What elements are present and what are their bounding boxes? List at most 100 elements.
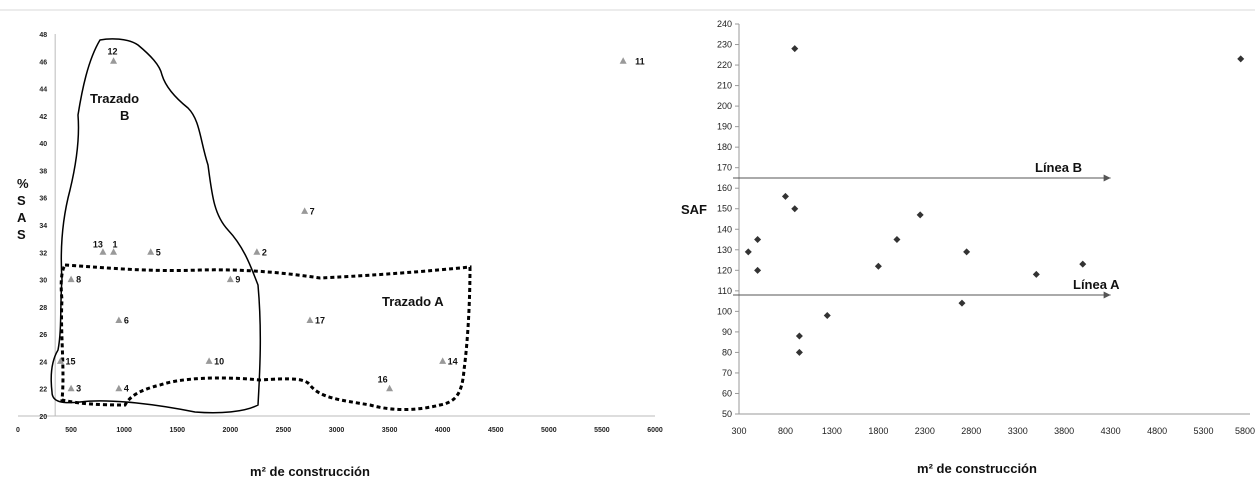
c2-point-marker — [795, 332, 803, 340]
c2-point-marker — [916, 211, 924, 219]
c2-point-marker — [791, 45, 799, 53]
c1-point-label: 1 — [113, 239, 118, 249]
c1-point-label: 11 — [635, 56, 645, 66]
c2-point-marker — [754, 236, 762, 244]
c1-y-tick-label: 34 — [39, 223, 47, 230]
c1-point-label: 3 — [76, 384, 81, 394]
c1-point-marker — [147, 248, 155, 255]
c2-y-tick-label: 50 — [722, 409, 732, 419]
c1-point-marker — [253, 248, 261, 255]
chart-left: 0 500 1000 1500 2000 2500 3000 3500 4000 4500 5000… — [16, 32, 663, 479]
c2-point-marker — [754, 266, 762, 274]
c1-point-label: 10 — [214, 356, 224, 366]
c1-point-marker — [67, 275, 75, 283]
c1-point-label: 8 — [76, 275, 81, 285]
c2-point-marker — [958, 299, 966, 307]
c2-point-marker — [963, 248, 971, 256]
c1-x-tick-label: 500 — [65, 427, 77, 434]
c2-point-marker — [795, 348, 803, 356]
c1-y-tick-label: 32 — [39, 250, 47, 257]
c2-reference-arrowhead — [1103, 291, 1111, 299]
c1-point-marker — [439, 357, 447, 364]
c1-y-tick-label: 46 — [39, 59, 47, 66]
c2-points — [744, 45, 1245, 356]
c2-y-tick-label: 80 — [722, 347, 732, 357]
c1-y-tick-label: 42 — [39, 114, 47, 121]
c1-y-tick-label: 26 — [39, 332, 47, 339]
c2-xlabel: m² de construcción — [917, 461, 1037, 476]
c2-point-marker — [893, 236, 901, 244]
c2-x-tick-label: 3800 — [1054, 426, 1074, 436]
c2-y-tick-label: 150 — [717, 204, 732, 214]
c1-x-tick-label: 0 — [16, 427, 20, 434]
c2-point-marker — [1079, 260, 1087, 268]
c2-point-marker — [874, 262, 882, 270]
c2-axes — [735, 23, 1250, 415]
c1-point-marker — [306, 316, 314, 323]
c1-x-tick-label: 6000 — [647, 427, 663, 434]
c1-y-tick-label: 40 — [39, 141, 47, 148]
c1-x-tick-label: 5500 — [594, 427, 610, 434]
c2-x-tick-label: 4800 — [1147, 426, 1167, 436]
c1-xlabel: m² de construcción — [250, 464, 370, 479]
c2-x-tick-label: 2300 — [915, 426, 935, 436]
c2-reference-lines: Línea B Línea A — [733, 160, 1120, 299]
c2-y-tick-label: 240 — [717, 19, 732, 29]
c1-point-label: 15 — [65, 356, 75, 366]
c2-reference-label: Línea A — [1073, 277, 1120, 292]
c1-point-marker — [67, 384, 75, 392]
c1-point-marker — [110, 248, 118, 255]
c1-y-tick-label: 38 — [39, 168, 47, 175]
c1-point-marker — [56, 357, 64, 364]
c1-y-tick-label: 24 — [39, 359, 47, 366]
region-trazado-b — [50, 38, 262, 414]
c1-point-marker — [619, 57, 627, 64]
c2-x-tick-label: 5800 — [1235, 426, 1255, 436]
c2-tick-labels: 50 60 70 80 90 100 110 120 130 140 150 160 170 180 190… — [717, 19, 1255, 436]
c1-x-tick-label: 5000 — [541, 427, 557, 434]
c1-point-label: 13 — [93, 239, 103, 249]
c1-y-tick-label: 48 — [39, 32, 47, 39]
c2-x-tick-label: 2800 — [961, 426, 981, 436]
c2-reference-arrowhead — [1103, 174, 1111, 182]
c1-point-marker — [205, 357, 213, 364]
c2-point-marker — [1237, 55, 1245, 63]
c1-point-label: 17 — [315, 316, 325, 326]
c1-point-label: 9 — [235, 275, 240, 285]
c1-x-tick-label: 4000 — [435, 427, 451, 434]
c2-y-tick-label: 160 — [717, 183, 732, 193]
c1-regions — [50, 38, 472, 414]
c1-x-tick-label: 2500 — [276, 427, 292, 434]
c2-x-tick-label: 5300 — [1194, 426, 1214, 436]
c1-point-marker — [226, 275, 234, 283]
c1-point-label: 7 — [310, 206, 315, 216]
c1-point-marker — [99, 248, 107, 255]
c2-y-tick-label: 130 — [717, 245, 732, 255]
c2-y-tick-label: 210 — [717, 81, 732, 91]
c1-point-label: 16 — [378, 375, 388, 385]
c1-x-tick-label: 4500 — [488, 427, 504, 434]
c1-axes — [18, 34, 655, 417]
c2-y-tick-label: 180 — [717, 142, 732, 152]
annot-trazado-b-line1: Trazado — [90, 91, 139, 106]
c1-ylabel-3: A — [17, 210, 27, 225]
c1-y-tick-label: 22 — [39, 387, 47, 394]
c2-x-tick-label: 4300 — [1101, 426, 1121, 436]
c1-y-tick-label: 28 — [39, 305, 47, 312]
chart-right: 50 60 70 80 90 100 110 120 130 140 150 160 170 180 190… — [681, 19, 1255, 476]
c1-point-marker — [386, 384, 394, 392]
c1-x-tick-label: 2000 — [223, 427, 239, 434]
c2-x-tick-label: 1300 — [822, 426, 842, 436]
c1-ylabel-1: % — [17, 176, 29, 191]
c1-point-marker — [115, 316, 123, 323]
c2-x-tick-label: 3300 — [1008, 426, 1028, 436]
c1-ylabel-2: S — [17, 193, 26, 208]
c2-point-marker — [791, 205, 799, 213]
annot-trazado-b-line2: B — [120, 108, 129, 123]
c2-ylabel: SAF — [681, 202, 707, 217]
region-trazado-a — [59, 263, 472, 412]
c1-y-tick-label: 30 — [39, 278, 47, 285]
c1-point-marker — [115, 384, 123, 392]
